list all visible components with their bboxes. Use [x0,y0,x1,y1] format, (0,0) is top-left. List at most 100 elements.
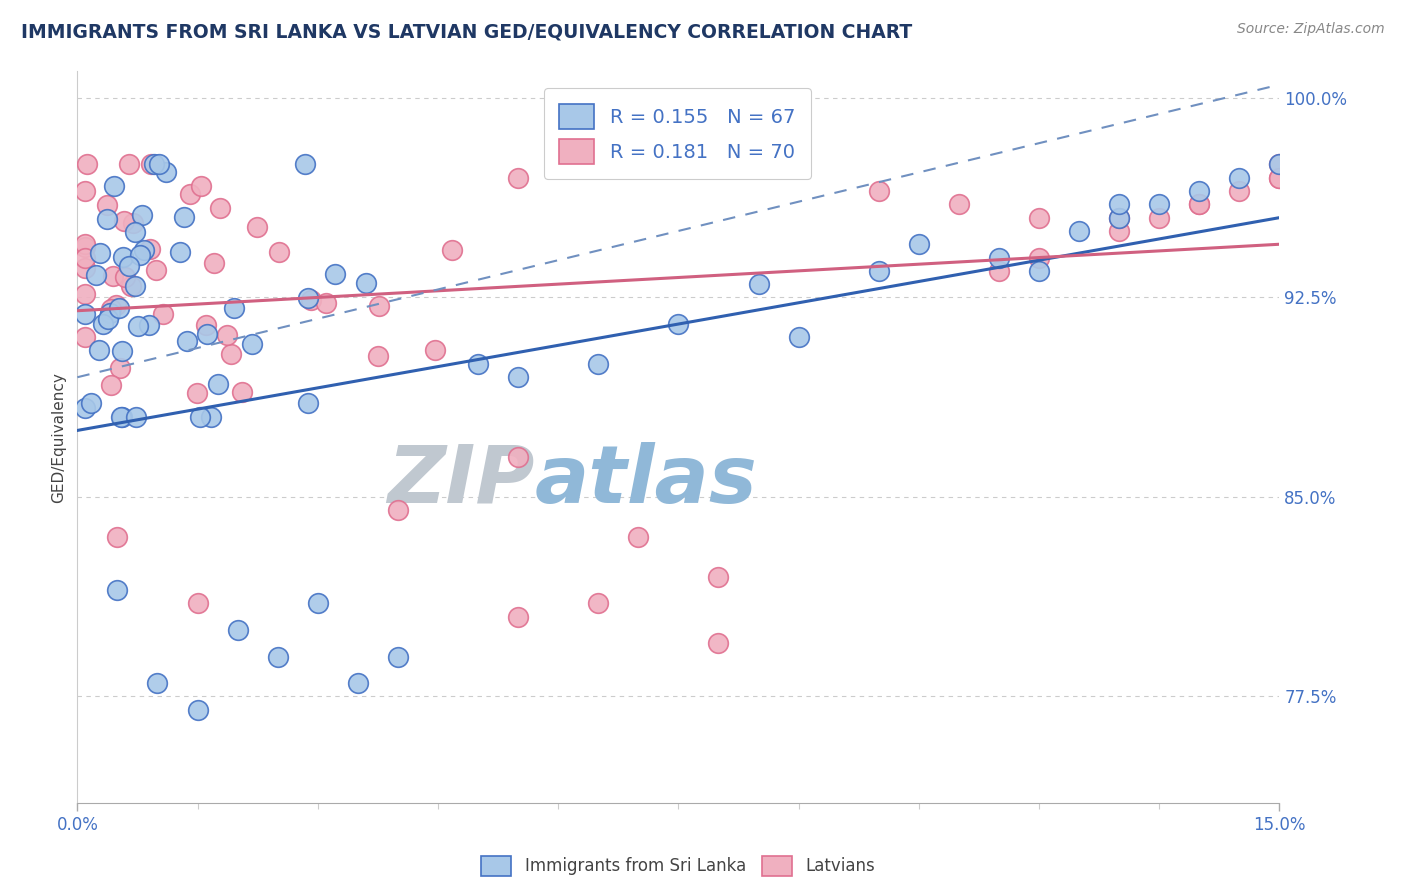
Point [347,676,370,690]
Point [1188,197,1211,211]
Point [112,250,135,264]
Point [139,242,162,256]
Point [1149,211,1171,225]
Point [1069,224,1091,238]
Point [627,118,650,132]
Point [111,410,134,425]
Point [1229,184,1251,198]
Text: ZIP: ZIP [387,442,534,520]
Point [707,636,730,650]
Point [1108,211,1130,225]
Point [107,530,129,544]
Text: atlas: atlas [534,442,756,520]
Point [75,401,97,416]
Point [139,157,162,171]
Point [107,582,129,597]
Point [868,184,890,198]
Point [89,343,111,357]
Point [1108,224,1130,238]
Point [323,268,346,282]
Point [91,317,114,331]
Point [787,330,810,344]
Point [787,157,810,171]
Point [186,386,208,401]
Point [1188,197,1211,211]
Point [209,202,232,216]
Point [1268,170,1291,185]
Point [1028,264,1050,278]
Point [188,410,211,425]
Point [76,157,98,171]
Point [75,236,97,251]
Point [307,596,329,610]
Point [868,264,890,278]
Point [125,410,148,425]
Point [112,214,135,228]
Point [367,299,389,313]
Point [299,293,322,308]
Point [75,307,97,321]
Point [200,410,222,425]
Point [105,298,128,312]
Point [1108,211,1130,225]
Point [142,157,165,171]
Point [267,649,290,664]
Point [124,278,146,293]
Point [367,350,389,364]
Point [75,329,97,343]
Point [627,530,650,544]
Point [118,157,141,171]
Point [297,291,319,305]
Point [75,240,97,254]
Point [1028,251,1050,265]
Point [202,256,225,270]
Point [108,361,131,376]
Point [98,306,121,320]
Point [190,178,212,193]
Point [155,165,177,179]
Point [96,198,118,212]
Point [194,318,217,333]
Point [146,676,169,690]
Point [246,219,269,234]
Point [1188,184,1211,198]
Point [195,326,218,341]
Point [111,343,134,358]
Point [425,343,447,357]
Point [186,596,209,610]
Point [145,262,167,277]
Point [132,243,155,257]
Point [110,410,132,425]
Point [988,264,1011,278]
Point [215,328,238,343]
Point [1268,170,1291,185]
Point [148,157,170,171]
Point [96,212,118,227]
Point [588,118,610,132]
Point [707,570,730,584]
Point [297,396,319,410]
Point [100,377,122,392]
Point [315,295,337,310]
Point [124,225,146,239]
Point [508,370,530,384]
Point [101,268,124,283]
Point [152,307,174,321]
Point [354,277,377,291]
Point [231,384,253,399]
Y-axis label: GED/Equivalency: GED/Equivalency [51,372,66,502]
Point [80,396,103,410]
Point [114,270,136,285]
Point [294,157,316,171]
Point [103,178,125,193]
Point [948,197,970,211]
Point [108,301,131,315]
Point [748,277,770,292]
Text: Source: ZipAtlas.com: Source: ZipAtlas.com [1237,22,1385,37]
Point [240,337,263,351]
Point [467,357,489,371]
Point [988,251,1011,265]
Point [668,317,690,331]
Legend: Immigrants from Sri Lanka, Latvians: Immigrants from Sri Lanka, Latvians [475,850,882,882]
Point [75,251,97,265]
